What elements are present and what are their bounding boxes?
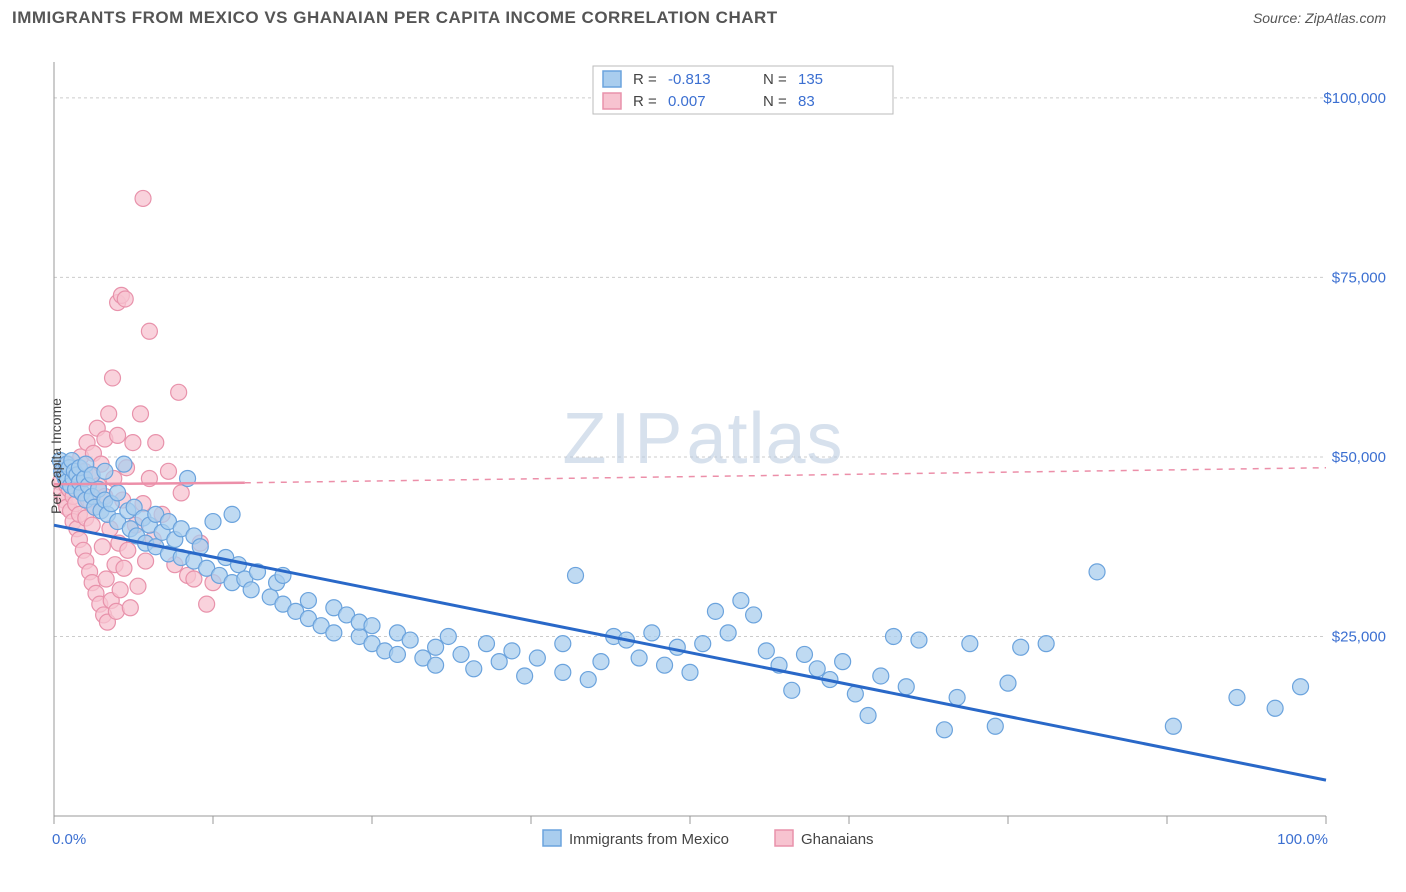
svg-text:0.007: 0.007 xyxy=(668,93,706,110)
svg-text:$25,000: $25,000 xyxy=(1332,628,1386,645)
svg-text:$75,000: $75,000 xyxy=(1332,269,1386,286)
source-credit: Source: ZipAtlas.com xyxy=(1253,10,1386,26)
svg-text:0.0%: 0.0% xyxy=(52,831,86,848)
svg-text:Immigrants from Mexico: Immigrants from Mexico xyxy=(569,831,729,848)
svg-text:$100,000: $100,000 xyxy=(1323,90,1386,107)
svg-text:Ghanaians: Ghanaians xyxy=(801,831,874,848)
svg-text:135: 135 xyxy=(798,71,823,88)
svg-text:100.0%: 100.0% xyxy=(1277,831,1328,848)
svg-text:R =: R = xyxy=(633,93,657,110)
svg-text:$50,000: $50,000 xyxy=(1332,449,1386,466)
svg-text:N =: N = xyxy=(763,93,787,110)
svg-text:-0.813: -0.813 xyxy=(668,71,711,88)
scatter-plot: $25,000 $50,000 $75,000 $100,000 0.0% 100.0% R… xyxy=(12,40,1394,872)
svg-text:R =: R = xyxy=(633,71,657,88)
svg-text:83: 83 xyxy=(798,93,815,110)
y-axis-label: Per Capita Income xyxy=(48,398,64,514)
svg-text:N =: N = xyxy=(763,71,787,88)
page-title: IMMIGRANTS FROM MEXICO VS GHANAIAN PER C… xyxy=(12,8,778,28)
chart-container: Per Capita Income ZIPatlas $25,000$50,00… xyxy=(12,40,1394,872)
